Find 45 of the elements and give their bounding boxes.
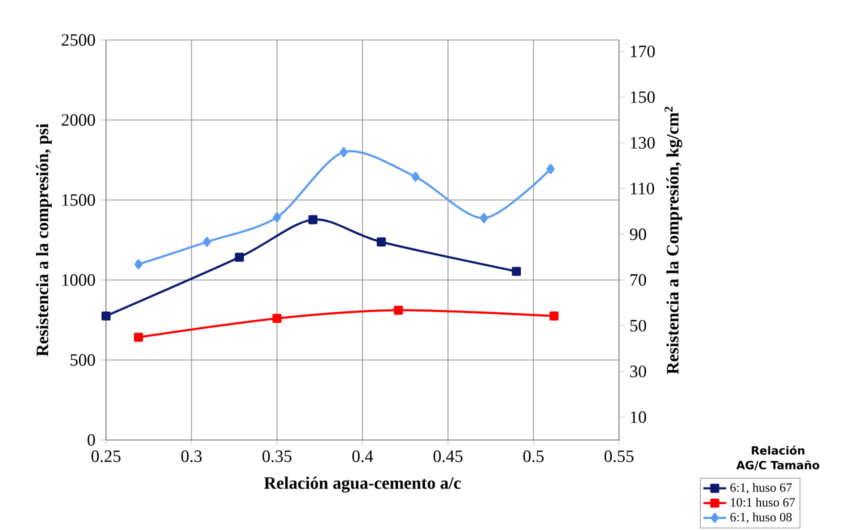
point bbox=[308, 215, 318, 224]
y2-tick-label: 30 bbox=[630, 366, 646, 378]
y2-axis-title: Resistencia a la Compresión, kg/cm$^{2}$ bbox=[664, 106, 682, 374]
y2-tick-label: 50 bbox=[630, 320, 646, 332]
point bbox=[134, 259, 143, 270]
point bbox=[340, 147, 348, 158]
x-tick-label: 0.5 bbox=[523, 450, 544, 462]
x-tick-label: 0.55 bbox=[604, 450, 634, 462]
y-axis-title: Resistencia a la compresión, psi bbox=[36, 124, 52, 356]
point bbox=[480, 213, 488, 224]
point bbox=[512, 266, 521, 276]
legend-label: 10:1 huso 67 bbox=[730, 498, 795, 507]
point bbox=[549, 311, 559, 321]
point bbox=[272, 314, 282, 323]
y2-tick-label: 110 bbox=[630, 182, 654, 194]
x-tick-label: 0.45 bbox=[434, 450, 462, 462]
point bbox=[272, 212, 282, 222]
x-tick-label: 0.35 bbox=[262, 450, 292, 462]
y2-tick-label: 70 bbox=[630, 274, 646, 286]
point bbox=[411, 172, 420, 182]
y2-tick-label: 150 bbox=[630, 91, 655, 103]
x-tick-label: 0.3 bbox=[181, 450, 202, 462]
y-tick-label: 2500 bbox=[62, 34, 95, 46]
y-tick-label: 1500 bbox=[62, 194, 95, 206]
point bbox=[376, 237, 386, 246]
point bbox=[234, 252, 244, 262]
legend-label: 6:1, huso 67 bbox=[730, 482, 792, 494]
legend-title: Relación AG/C Tamaño bbox=[736, 446, 820, 470]
point bbox=[134, 332, 144, 342]
y2-tick-label: 90 bbox=[630, 228, 646, 240]
point bbox=[546, 164, 555, 174]
point bbox=[394, 306, 403, 315]
y2-tick-label: 10 bbox=[630, 411, 646, 423]
legend-label: 6:1, huso 08 bbox=[730, 512, 792, 524]
y-tick-label: 500 bbox=[70, 354, 95, 366]
y2-tick-label: 170 bbox=[630, 46, 655, 58]
x-tick-label: 0.25 bbox=[92, 450, 120, 462]
y-tick-label: 0 bbox=[88, 434, 95, 446]
y-tick-label: 1000 bbox=[62, 274, 95, 286]
x-tick-label: 0.4 bbox=[352, 450, 374, 462]
y-tick-label: 2000 bbox=[62, 114, 95, 126]
point bbox=[101, 311, 111, 321]
y2-tick-label: 130 bbox=[630, 137, 655, 149]
x-axis-title: Relación agua-cemento a/c bbox=[264, 476, 461, 493]
point bbox=[202, 236, 211, 247]
